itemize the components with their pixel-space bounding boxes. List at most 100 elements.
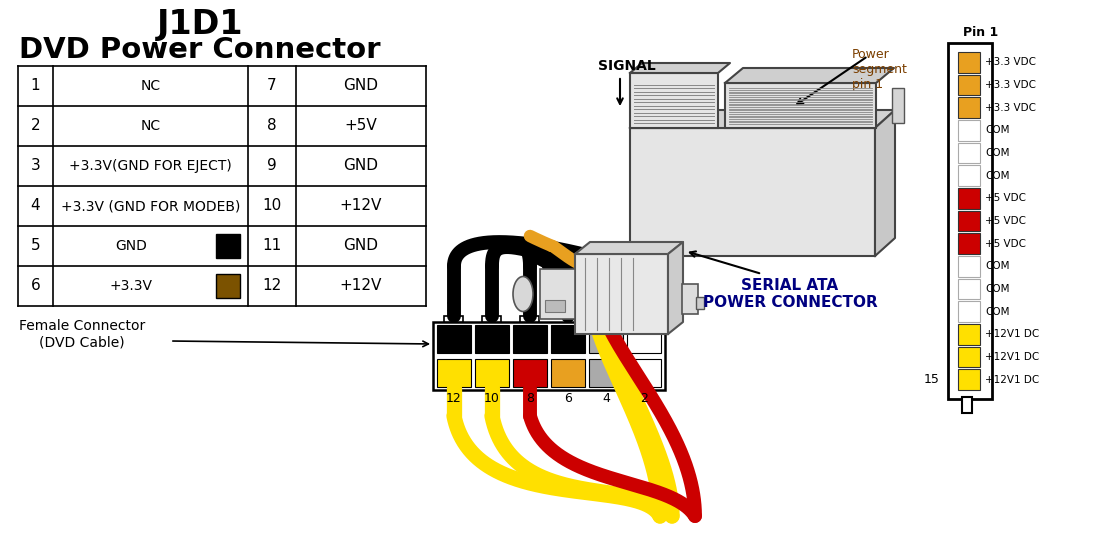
Text: COM: COM [985,261,1010,271]
Text: SERIAL ATA
POWER CONNECTOR: SERIAL ATA POWER CONNECTOR [703,278,877,310]
Bar [433,322,665,390]
Text: 9: 9 [267,158,277,173]
Bar [540,269,575,319]
Bar [513,359,547,387]
Bar [475,359,509,387]
Bar [627,359,661,387]
Text: GND: GND [344,239,378,254]
Bar [959,120,980,141]
Bar [959,234,980,254]
Text: 4: 4 [31,198,40,214]
Text: Pin 1: Pin 1 [963,26,999,39]
Text: +5 VDC: +5 VDC [985,216,1026,226]
Text: +5V: +5V [345,118,377,133]
Text: 3: 3 [31,158,40,173]
Text: Female Connector
(DVD Cable): Female Connector (DVD Cable) [19,319,146,349]
Bar [552,359,585,387]
Bar [638,316,657,322]
Text: +12V1 DC: +12V1 DC [985,375,1040,385]
Bar [475,325,509,353]
Bar [631,73,718,128]
Text: 4: 4 [602,392,610,405]
Text: +3.3 VDC: +3.3 VDC [985,80,1036,90]
Polygon shape [875,110,895,256]
Bar [575,254,668,334]
Text: NC: NC [140,79,160,93]
Bar [545,300,565,312]
Bar [589,325,623,353]
Bar [959,165,980,186]
Bar [481,316,502,322]
Bar [959,324,980,345]
Text: NC: NC [140,119,160,133]
Bar [589,359,623,387]
Bar [959,211,980,231]
Bar [437,359,471,387]
Bar [696,297,704,309]
Bar [959,97,980,118]
Bar [682,284,698,314]
Text: DVD Power Connector: DVD Power Connector [19,36,380,64]
Text: COM: COM [985,171,1010,181]
Bar [959,279,980,299]
Bar [959,301,980,322]
Bar [959,75,980,95]
Text: 10: 10 [262,198,281,214]
Bar [959,188,980,208]
Bar [513,325,547,353]
Text: 8: 8 [526,392,534,405]
Text: 8: 8 [267,118,277,133]
Text: +5 VDC: +5 VDC [985,239,1026,249]
Bar [216,274,240,298]
Text: +3.3 VDC: +3.3 VDC [985,103,1036,113]
Text: 15: 15 [924,373,940,386]
Text: COM: COM [985,125,1010,135]
Text: COM: COM [985,284,1010,294]
Text: GND: GND [344,158,378,173]
Bar [949,43,992,399]
Text: +12V1 DC: +12V1 DC [985,329,1040,339]
Bar [725,83,876,128]
Text: 1: 1 [641,301,648,314]
Bar [520,316,539,322]
Bar [627,325,661,353]
Text: +3.3 VDC: +3.3 VDC [985,57,1036,67]
Text: +3.3V: +3.3V [109,279,152,293]
Text: 2: 2 [31,118,40,133]
Text: 6: 6 [564,392,572,405]
Text: +12V1 DC: +12V1 DC [985,352,1040,362]
Bar [444,316,463,322]
Bar [892,88,904,123]
Text: +12V: +12V [340,198,383,214]
Text: COM: COM [985,148,1010,158]
Bar [959,256,980,277]
Text: +3.3V(GND FOR EJECT): +3.3V(GND FOR EJECT) [69,159,232,173]
Polygon shape [631,110,895,128]
Text: 2: 2 [641,392,648,405]
Text: 5: 5 [31,239,40,254]
Bar [216,234,240,258]
Text: 7: 7 [526,301,534,314]
Text: 9: 9 [488,301,496,314]
Text: 10: 10 [484,392,500,405]
Polygon shape [668,242,683,334]
Bar [959,369,980,390]
Bar [959,143,980,163]
Text: 12: 12 [262,279,281,294]
Text: SIGNAL: SIGNAL [598,59,656,73]
Text: +12V: +12V [340,279,383,294]
Text: GND: GND [344,78,378,93]
Polygon shape [575,242,683,254]
Bar [631,128,875,256]
Text: 12: 12 [446,392,461,405]
Text: 7: 7 [267,78,277,93]
Text: GND: GND [115,239,147,253]
Text: 5: 5 [564,301,572,314]
Polygon shape [631,63,729,73]
Polygon shape [725,68,894,83]
Text: 11: 11 [446,301,461,314]
Text: 1: 1 [31,78,40,93]
Ellipse shape [513,276,533,311]
Text: J1D1: J1D1 [157,8,244,41]
Text: Power
segment
pin 1: Power segment pin 1 [852,48,907,91]
